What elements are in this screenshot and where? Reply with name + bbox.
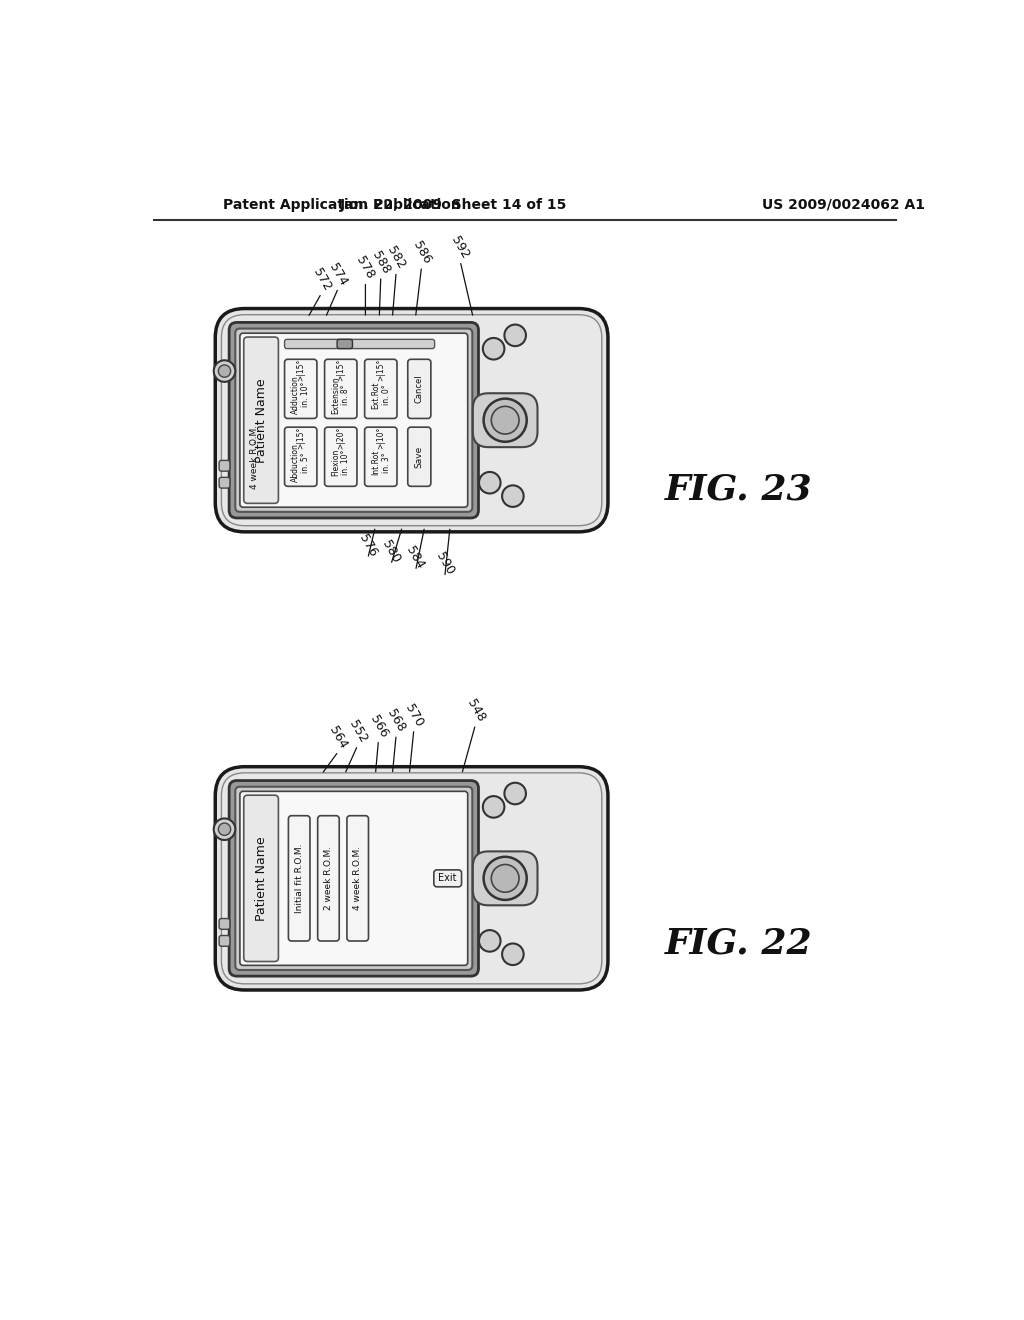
Text: Patient Name: Patient Name [255, 378, 267, 462]
FancyBboxPatch shape [434, 870, 462, 887]
FancyBboxPatch shape [221, 774, 602, 983]
Text: US 2009/0024062 A1: US 2009/0024062 A1 [762, 198, 925, 211]
Circle shape [483, 399, 526, 442]
Text: 580: 580 [379, 537, 402, 565]
FancyBboxPatch shape [408, 428, 431, 486]
Text: >|20°: >|20° [336, 426, 345, 449]
Text: Int.Rot
in. 3°: Int.Rot in. 3° [371, 450, 390, 475]
FancyBboxPatch shape [289, 816, 310, 941]
FancyBboxPatch shape [219, 461, 230, 471]
FancyBboxPatch shape [240, 333, 468, 507]
Text: FIG. 23: FIG. 23 [665, 473, 813, 507]
Text: Patient Name: Patient Name [255, 836, 267, 920]
Text: >|15°: >|15° [296, 426, 305, 449]
Circle shape [218, 364, 230, 378]
FancyBboxPatch shape [473, 393, 538, 447]
Text: 592: 592 [449, 234, 472, 261]
Text: 548: 548 [464, 697, 487, 725]
FancyBboxPatch shape [244, 795, 279, 961]
Circle shape [505, 783, 526, 804]
FancyBboxPatch shape [229, 322, 478, 517]
Text: 566: 566 [367, 713, 390, 739]
FancyBboxPatch shape [285, 359, 316, 418]
Text: 574: 574 [327, 260, 350, 288]
FancyBboxPatch shape [473, 851, 538, 906]
Text: >|15°: >|15° [336, 359, 345, 381]
Text: Initial fit R.O.M.: Initial fit R.O.M. [295, 843, 304, 913]
Circle shape [483, 857, 526, 900]
FancyBboxPatch shape [240, 792, 468, 965]
FancyBboxPatch shape [325, 359, 357, 418]
Circle shape [214, 818, 236, 840]
Text: Cancel: Cancel [415, 375, 424, 403]
Circle shape [492, 407, 519, 434]
Circle shape [502, 486, 523, 507]
FancyBboxPatch shape [215, 309, 608, 532]
Circle shape [483, 796, 505, 817]
Text: Adduction
in. 10°: Adduction in. 10° [291, 375, 310, 414]
FancyBboxPatch shape [408, 359, 431, 418]
Circle shape [214, 360, 236, 381]
Text: 584: 584 [403, 544, 427, 572]
Text: 572: 572 [310, 265, 333, 293]
Text: 4 week R.O.M.: 4 week R.O.M. [251, 425, 259, 488]
Text: 588: 588 [370, 249, 392, 276]
Text: 578: 578 [353, 255, 377, 281]
Text: 576: 576 [356, 532, 379, 558]
Text: Patent Application Publication: Patent Application Publication [223, 198, 461, 211]
Text: >|15°: >|15° [296, 359, 305, 381]
Circle shape [502, 944, 523, 965]
FancyBboxPatch shape [236, 329, 472, 512]
Text: Abduction
in. 5°: Abduction in. 5° [291, 444, 310, 482]
FancyBboxPatch shape [219, 919, 230, 929]
FancyBboxPatch shape [365, 428, 397, 486]
Text: 590: 590 [433, 550, 457, 577]
Text: 4 week R.O.M.: 4 week R.O.M. [353, 846, 362, 911]
FancyBboxPatch shape [337, 339, 352, 348]
FancyBboxPatch shape [236, 787, 472, 970]
Circle shape [492, 865, 519, 892]
Text: Ext.Rot
in. 0°: Ext.Rot in. 0° [371, 381, 390, 409]
FancyBboxPatch shape [285, 339, 434, 348]
FancyBboxPatch shape [285, 428, 316, 486]
Text: 564: 564 [327, 725, 350, 751]
FancyBboxPatch shape [221, 314, 602, 525]
Text: Extension
in. 8°: Extension in. 8° [331, 376, 350, 413]
Circle shape [479, 473, 501, 494]
Text: 586: 586 [410, 239, 433, 267]
FancyBboxPatch shape [215, 767, 608, 990]
FancyBboxPatch shape [219, 936, 230, 946]
Circle shape [505, 325, 526, 346]
Circle shape [483, 338, 505, 359]
Circle shape [218, 824, 230, 836]
Text: 2 week R.O.M.: 2 week R.O.M. [324, 846, 333, 911]
FancyBboxPatch shape [244, 337, 279, 503]
Text: 568: 568 [385, 708, 408, 734]
Text: 552: 552 [346, 718, 370, 744]
Text: 570: 570 [402, 702, 426, 729]
Text: Exit: Exit [438, 874, 457, 883]
Text: >|15°: >|15° [376, 359, 385, 381]
Circle shape [479, 931, 501, 952]
Text: Flexion
in. 10°: Flexion in. 10° [331, 449, 350, 477]
FancyBboxPatch shape [229, 780, 478, 977]
FancyBboxPatch shape [317, 816, 339, 941]
Text: >|10°: >|10° [376, 426, 385, 449]
FancyBboxPatch shape [365, 359, 397, 418]
Text: FIG. 22: FIG. 22 [665, 927, 813, 961]
Text: Save: Save [415, 446, 424, 467]
Text: 582: 582 [385, 244, 408, 272]
FancyBboxPatch shape [347, 816, 369, 941]
FancyBboxPatch shape [219, 478, 230, 488]
Text: Jan. 22, 2009  Sheet 14 of 15: Jan. 22, 2009 Sheet 14 of 15 [340, 198, 567, 211]
FancyBboxPatch shape [325, 428, 357, 486]
